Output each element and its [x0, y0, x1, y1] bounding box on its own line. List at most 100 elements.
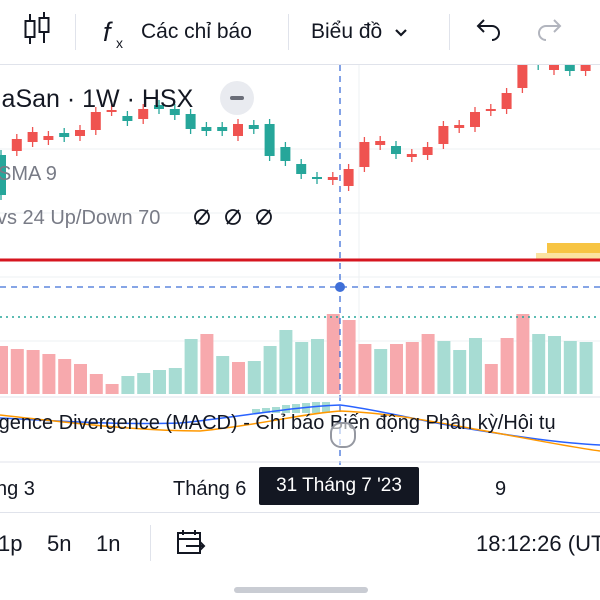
x-tick: Tháng 6 — [173, 478, 247, 500]
candle[interactable] — [138, 109, 149, 119]
toolbar-divider — [449, 14, 450, 50]
interval-5n[interactable]: 5n — [47, 531, 72, 556]
candle[interactable] — [106, 110, 117, 112]
toolbar-border — [0, 64, 600, 65]
candle[interactable] — [75, 130, 85, 136]
candle[interactable] — [580, 65, 591, 71]
candle[interactable] — [233, 124, 243, 136]
volume-bar — [137, 373, 151, 394]
candle[interactable] — [517, 65, 528, 88]
candle[interactable] — [438, 126, 449, 144]
chart-area[interactable]: laSan · 1W · HSX SMA 9 vs 24 Up/Down 70 … — [0, 65, 600, 505]
volume-bar — [247, 361, 261, 394]
candle[interactable] — [248, 125, 259, 129]
interval-1n[interactable]: 1n — [96, 531, 121, 556]
volume-bar — [453, 350, 467, 394]
candle[interactable] — [549, 65, 559, 70]
level-band-shade — [536, 253, 600, 261]
candle[interactable] — [406, 154, 417, 157]
candle[interactable] — [391, 146, 401, 154]
toolbar-divider — [288, 14, 289, 50]
volume-bar — [421, 334, 435, 394]
candle[interactable] — [90, 112, 101, 130]
candle[interactable] — [422, 147, 433, 155]
chevron-down-icon — [394, 20, 408, 44]
candle[interactable] — [280, 147, 291, 161]
candle[interactable] — [0, 155, 6, 195]
volume-bar — [10, 349, 24, 394]
volume-bar — [579, 342, 593, 394]
volume-bar — [311, 339, 324, 394]
volume-bar — [26, 350, 40, 394]
volume-bar — [279, 330, 293, 394]
clock-display[interactable]: 18:12:26 (UT — [476, 531, 600, 556]
candle[interactable] — [312, 177, 322, 179]
price-chart[interactable] — [0, 65, 600, 505]
candle[interactable] — [27, 132, 38, 142]
chart-type-label: Biểu đồ — [311, 20, 383, 43]
calendar-range-icon — [177, 530, 206, 554]
legend-value-icons — [193, 207, 273, 227]
candle[interactable] — [185, 114, 196, 129]
volume-bar — [0, 346, 8, 394]
volume-bar — [263, 346, 277, 394]
indicators-button[interactable]: f x Các chỉ báo — [101, 0, 252, 64]
volume-bar — [358, 344, 372, 394]
drag-handle[interactable] — [330, 422, 356, 448]
volume-bar — [232, 362, 245, 394]
go-to-date-button[interactable] — [176, 529, 206, 562]
volume-bar — [153, 370, 166, 394]
redo-button[interactable] — [536, 0, 566, 64]
candle[interactable] — [43, 136, 54, 140]
volume-bar — [74, 364, 87, 394]
level-band — [547, 243, 600, 253]
sma-legend[interactable]: SMA 9 — [0, 163, 57, 185]
candle[interactable] — [359, 142, 370, 167]
chart-style-button[interactable] — [22, 0, 52, 64]
crosshair-point — [335, 282, 345, 292]
candle[interactable] — [264, 124, 275, 156]
candle[interactable] — [564, 65, 575, 71]
candle[interactable] — [343, 169, 354, 186]
candle[interactable] — [59, 133, 70, 137]
volume-bar — [437, 341, 451, 394]
undo-button[interactable] — [472, 0, 502, 64]
candle[interactable] — [470, 112, 480, 127]
collapse-legend-button[interactable] — [220, 81, 254, 115]
eye-off-icon — [194, 209, 210, 225]
candle[interactable] — [217, 127, 228, 131]
volume-bar — [42, 354, 56, 394]
candle[interactable] — [485, 109, 496, 111]
volume-bar — [500, 338, 514, 394]
candle[interactable] — [169, 109, 180, 115]
candle[interactable] — [327, 177, 338, 180]
candle[interactable] — [375, 141, 386, 145]
chart-type-dropdown[interactable]: Biểu đồ — [311, 0, 408, 64]
x-tick: ng 3 — [0, 478, 35, 500]
candle[interactable] — [501, 93, 512, 109]
candle[interactable] — [154, 105, 164, 109]
x-tick: 9 — [495, 478, 507, 500]
bottom-divider — [150, 525, 151, 561]
candle[interactable] — [296, 164, 307, 174]
eye-off-icon — [256, 209, 272, 225]
symbol-title[interactable]: laSan · 1W · HSX — [0, 85, 194, 113]
top-toolbar: f x Các chỉ báo Biểu đồ — [0, 0, 600, 64]
candle[interactable] — [122, 116, 133, 121]
volume-bar — [58, 359, 72, 394]
interval-1p[interactable]: 1p — [0, 531, 23, 556]
redo-icon — [536, 17, 566, 47]
candle[interactable] — [454, 125, 465, 128]
macd-legend[interactable]: rgence Divergence (MACD) - Chỉ báo Biến … — [0, 412, 556, 434]
crosshair-date-label: 31 Tháng 7 '23 — [259, 467, 419, 505]
volume-legend[interactable]: vs 24 Up/Down 70 — [0, 207, 161, 229]
volume-bar — [89, 374, 103, 394]
candle[interactable] — [11, 139, 22, 151]
volume-bar — [469, 338, 482, 394]
toolbar-divider — [75, 14, 76, 50]
volume-bar — [200, 334, 214, 394]
volume-bar — [516, 314, 530, 394]
candle[interactable] — [201, 127, 212, 131]
volume-bar — [184, 339, 198, 394]
volume-bar — [484, 364, 498, 394]
